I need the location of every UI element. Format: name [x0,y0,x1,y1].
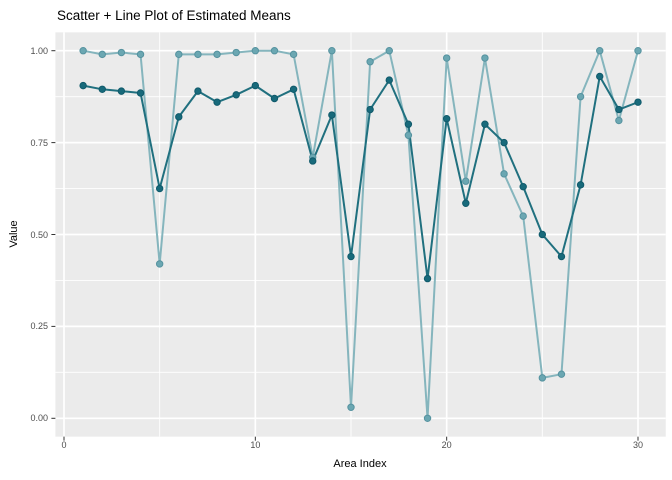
y-tick-label: 0.50 [30,229,48,240]
data-point-estimated-means-light [576,92,585,101]
data-point-estimated-means-dark [557,252,566,261]
y-tick-label: 0.75 [30,137,48,148]
data-point-estimated-means-light [98,50,106,59]
data-point-estimated-means-light [557,370,566,378]
data-point-estimated-means-dark [347,252,355,261]
data-point-estimated-means-dark [462,199,470,207]
data-point-estimated-means-light [404,131,413,139]
data-point-estimated-means-dark [79,81,87,90]
data-point-estimated-means-dark [155,184,164,193]
data-point-estimated-means-light [175,50,183,59]
data-point-estimated-means-dark [98,85,106,93]
data-point-estimated-means-light [79,47,87,55]
data-point-estimated-means-dark [500,138,508,147]
data-point-estimated-means-dark [366,105,374,114]
y-tick-label: 1.00 [30,45,48,56]
data-point-estimated-means-light [538,374,547,382]
data-point-estimated-means-dark [213,98,221,106]
x-tick-label: 30 [632,440,643,450]
y-tick-label: 0.00 [30,413,48,424]
series-line-estimated-means-dark [82,75,639,280]
data-point-estimated-means-light [615,116,623,125]
chart-title: Scatter + Line Plot of Estimated Means [57,8,291,23]
data-point-estimated-means-dark [404,120,413,128]
data-point-estimated-means-dark [136,89,145,97]
data-point-estimated-means-dark [519,183,527,191]
data-point-estimated-means-light [347,403,355,411]
data-point-estimated-means-light [328,47,336,55]
data-point-estimated-means-light [442,54,451,62]
data-point-estimated-means-dark [423,274,432,283]
data-point-estimated-means-dark [538,230,547,239]
y-axis-title: Value [8,220,20,248]
data-point-estimated-means-dark [270,94,279,103]
data-point-estimated-means-dark [289,85,298,93]
data-point-estimated-means-dark [481,120,489,128]
data-point-estimated-means-light [136,50,145,59]
data-point-estimated-means-light [289,50,298,59]
data-point-estimated-means-dark [328,111,336,119]
data-point-estimated-means-light [385,47,393,55]
data-point-estimated-means-dark [615,105,623,114]
data-point-estimated-means-light [366,58,374,66]
data-point-estimated-means-dark [576,181,585,189]
data-point-estimated-means-dark [117,87,126,95]
data-point-estimated-means-light [634,47,642,55]
data-point-estimated-means-dark [442,115,451,123]
data-point-estimated-means-light [155,260,164,268]
data-point-estimated-means-dark [175,113,183,121]
data-point-estimated-means-light [194,50,202,59]
data-point-estimated-means-light [270,47,279,55]
data-point-estimated-means-light [500,170,508,178]
data-point-estimated-means-light [462,177,470,185]
x-tick-label: 10 [250,440,261,450]
data-point-estimated-means-dark [232,91,240,99]
data-point-estimated-means-dark [596,72,604,81]
data-point-estimated-means-dark [385,76,393,84]
data-point-estimated-means-light [423,414,432,422]
x-tick-label: 20 [441,440,452,450]
data-point-estimated-means-light [213,50,221,59]
data-point-estimated-means-light [519,212,527,220]
data-point-estimated-means-dark [309,157,317,165]
data-point-estimated-means-light [596,47,604,55]
y-tick-label: 0.25 [30,321,48,332]
data-point-estimated-means-light [481,54,489,62]
data-point-estimated-means-light [117,48,126,57]
data-point-estimated-means-dark [194,87,202,95]
data-point-estimated-means-dark [634,98,642,106]
x-tick-label: 0 [61,440,67,450]
data-point-estimated-means-dark [251,81,260,90]
x-axis-title: Area Index [333,458,387,470]
data-point-estimated-means-light [251,47,260,55]
data-point-estimated-means-light [232,48,240,57]
